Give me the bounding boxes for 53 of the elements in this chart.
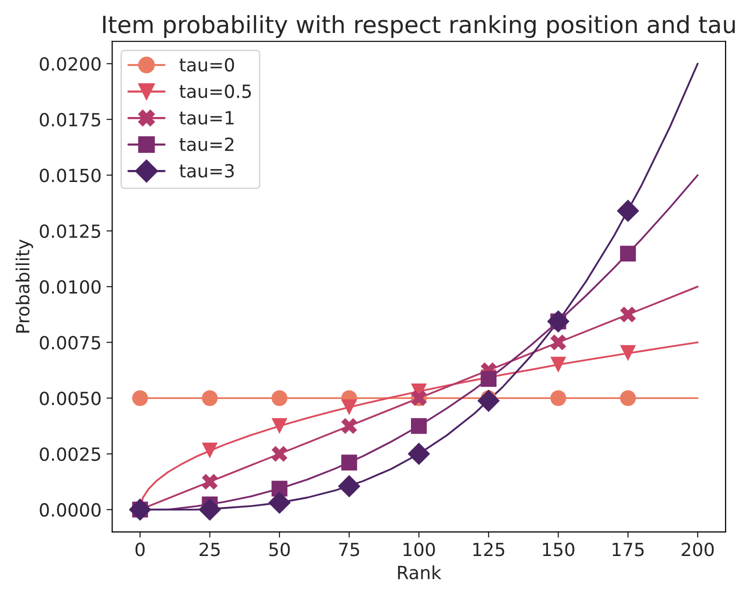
point — [202, 442, 218, 458]
point — [620, 345, 636, 361]
point — [547, 310, 570, 333]
x-tick-label: 0 — [136, 542, 145, 556]
point — [272, 390, 288, 406]
point — [341, 399, 358, 416]
point — [408, 442, 430, 466]
x-tick-label: 100 — [404, 542, 435, 556]
y-tick-label: 0.0075 — [40, 336, 100, 350]
legend-label: tau=2 — [179, 137, 234, 152]
y-tick-label: 0.0025 — [40, 447, 100, 461]
point — [550, 390, 566, 406]
legend-label: tau=1 — [179, 111, 234, 125]
x-tick-label: 75 — [339, 542, 360, 556]
y-axis-title: Probability — [16, 239, 34, 333]
point — [616, 200, 640, 222]
point — [620, 306, 636, 322]
point — [550, 356, 566, 373]
point — [620, 246, 636, 262]
legend-label: tau=0.5 — [179, 84, 251, 98]
point — [198, 498, 221, 521]
y-tick-label: 0.0100 — [40, 280, 101, 294]
y-tick-label: 0.0150 — [40, 168, 101, 182]
x-tick-label: 25 — [200, 542, 220, 556]
point — [341, 454, 358, 470]
legend-label: tau=0 — [179, 58, 234, 72]
point — [128, 498, 152, 521]
y-tick-label: 0.0000 — [40, 503, 101, 517]
point — [272, 480, 288, 497]
point — [341, 418, 358, 434]
x-axis-title: Rank — [398, 565, 442, 580]
point — [620, 390, 636, 406]
point — [272, 446, 288, 462]
x-tick-label: 200 — [682, 542, 714, 556]
point — [410, 418, 427, 434]
y-tick-label: 0.0125 — [40, 224, 100, 238]
point — [268, 491, 291, 514]
y-tick-label: 0.0050 — [40, 392, 101, 406]
legend-label: tau=3 — [179, 164, 234, 178]
point — [272, 418, 288, 434]
x-tick-label: 150 — [543, 542, 574, 556]
y-tick-label: 0.0200 — [40, 57, 101, 71]
point — [132, 390, 148, 406]
y-tick-label: 0.0175 — [40, 112, 100, 127]
x-tick-label: 50 — [269, 542, 290, 556]
x-tick-label: 175 — [612, 542, 644, 556]
point — [477, 390, 500, 412]
chart-title: Item probability with respect ranking position and tau — [103, 15, 735, 38]
point — [202, 390, 218, 406]
x-tick-label: 125 — [473, 542, 504, 556]
point — [338, 474, 360, 498]
point — [202, 474, 218, 490]
point — [550, 334, 566, 350]
